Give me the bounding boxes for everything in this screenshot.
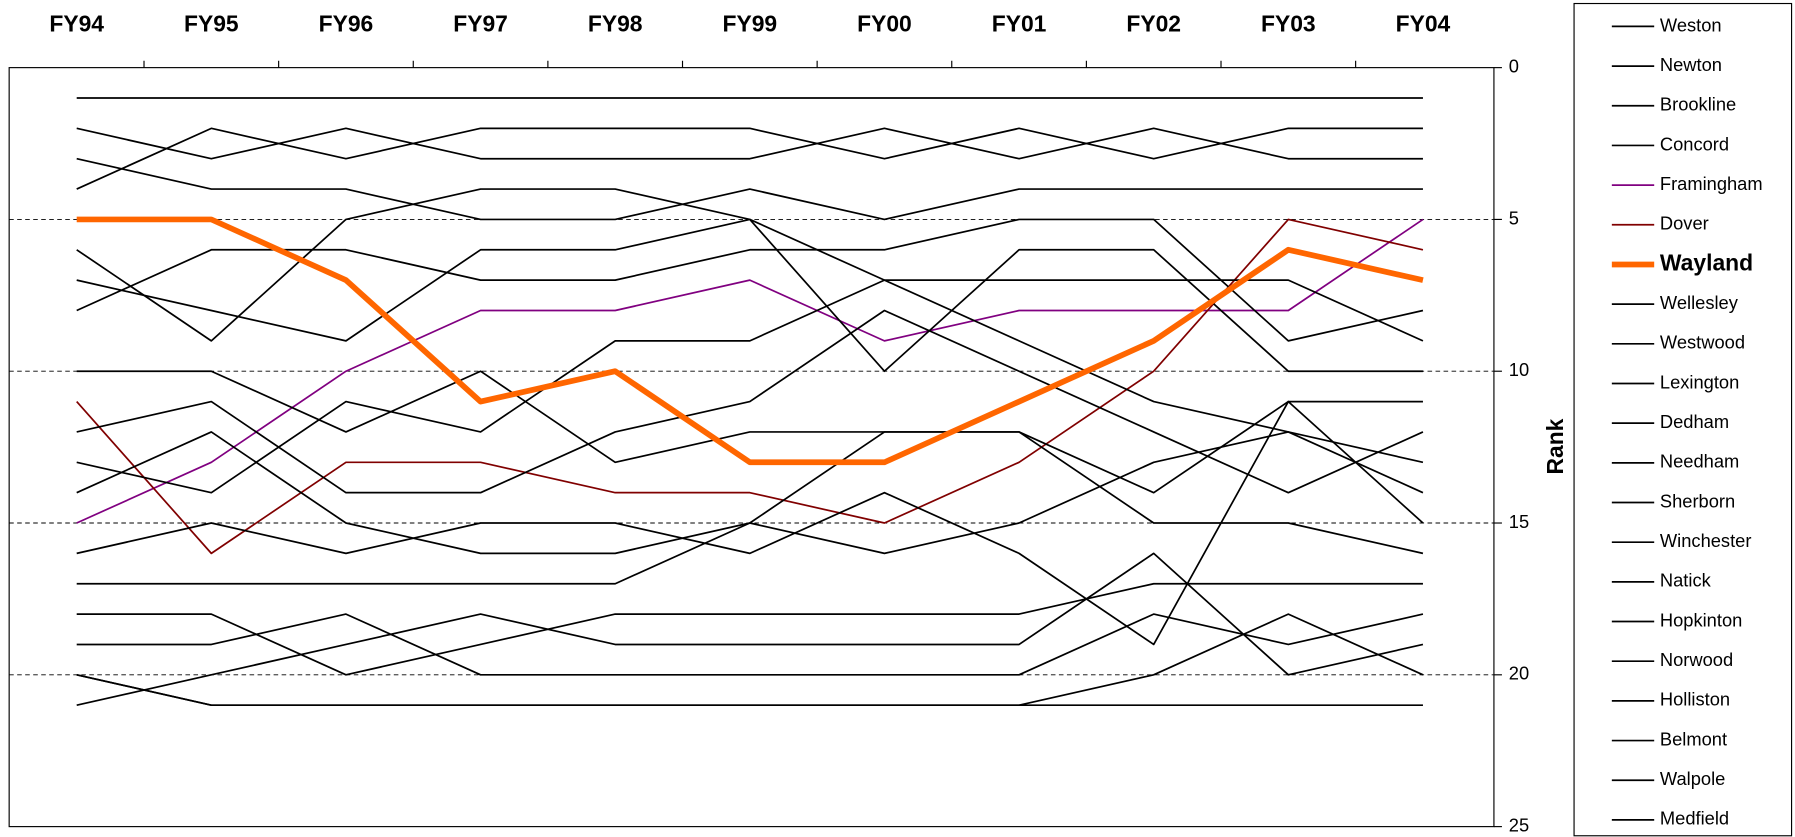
x-tick-label: FY98 [588,10,643,36]
legend-box [1573,2,1793,837]
legend-label: Lexington [1660,371,1739,392]
legend-label: Hopkinton [1660,609,1742,630]
legend-label: Dover [1660,213,1709,234]
series-line [76,613,1424,676]
legend-label: Concord [1660,133,1729,154]
legend-label: Holliston [1660,689,1730,710]
legend-label: Westwood [1660,332,1745,353]
y-tick-label: 25 [1509,814,1529,835]
series-line [76,218,1423,373]
y-axis-title: Rank [1542,418,1568,474]
x-tick-label: FY04 [1396,10,1451,36]
y-tick-label: 15 [1509,511,1529,532]
series-line [76,370,1423,494]
legend-label: Needham [1660,451,1739,472]
x-tick-label: FY99 [722,10,777,36]
legend-label: Brookline [1660,94,1736,115]
x-tick-label: FY01 [992,10,1047,36]
legend-label: Norwood [1660,649,1733,670]
legend-label: Winchester [1660,530,1752,551]
series-line [76,218,1424,342]
legend-label: Natick [1660,570,1712,591]
legend-label: Wayland [1660,250,1753,276]
legend-label: Newton [1660,54,1722,75]
legend-label: Framingham [1660,173,1763,194]
plot-area [8,67,1495,828]
series-line [76,127,1423,190]
x-tick-label: FY03 [1261,10,1316,36]
y-tick-label: 0 [1509,55,1519,76]
series-line [76,216,1424,466]
y-tick-label: 5 [1509,207,1519,228]
x-tick-label: FY00 [857,10,912,36]
legend-label: Belmont [1660,728,1727,749]
y-tick-label: 10 [1509,359,1529,380]
legend-label: Dedham [1660,411,1729,432]
series-line [76,279,1424,494]
series-line [76,673,1423,707]
series-line [76,127,1423,160]
legend-label: Walpole [1660,768,1725,789]
legend-label: Weston [1660,14,1722,35]
legend-label: Wellesley [1660,292,1739,313]
x-tick-label: FY96 [319,10,374,36]
x-tick-label: FY95 [184,10,239,36]
y-tick-label: 20 [1509,663,1529,684]
x-tick-label: FY02 [1126,10,1181,36]
x-tick-label: FY97 [453,10,508,36]
legend-label: Sherborn [1660,490,1735,511]
x-tick-label: FY94 [49,10,104,36]
series-line [76,400,1424,646]
series-line [76,157,1423,221]
legend-label: Medfield [1660,808,1729,829]
series-line [76,552,1424,707]
series-line [76,431,1424,585]
